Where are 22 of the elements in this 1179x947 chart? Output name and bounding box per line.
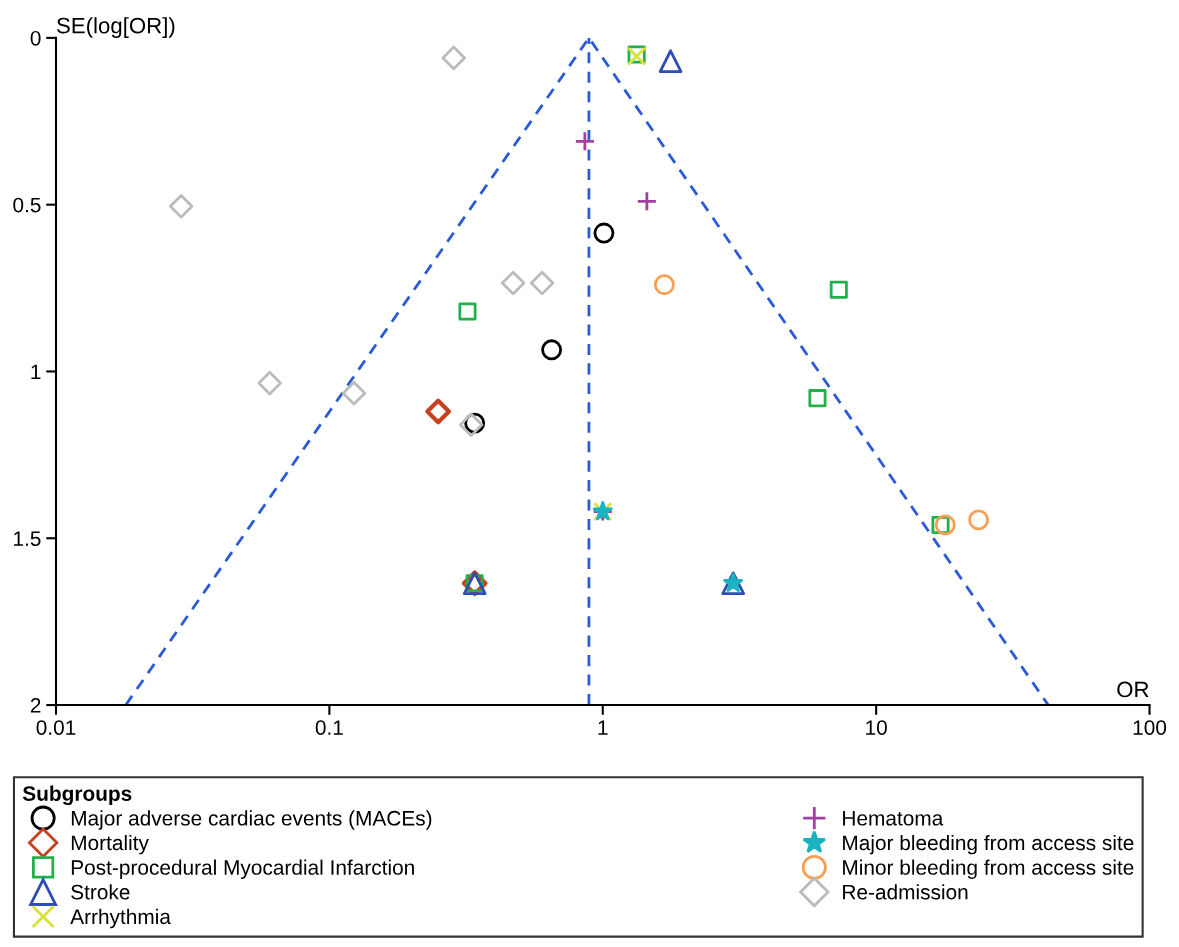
legend-label: Arrhythmia [70,908,171,929]
y-tick-label: 0 [30,30,41,46]
legend-label: Hematoma [843,811,944,826]
x-tick-label: 0.01 [36,720,76,735]
legend-label: Minor bleeding from access site [843,859,1134,879]
x-tick-label: 1 [598,720,608,735]
x-tick-label: 100 [1133,720,1167,735]
legend-label: Post-procedural Myocardial Infarction [71,859,414,879]
y-axis-title: SE(log[OR]) [57,17,175,38]
x-tick-label: 0.1 [315,720,343,735]
legend-label: Stroke [71,884,130,900]
x-axis-title: OR [1117,681,1149,698]
y-tick-label: 0.5 [13,197,41,213]
y-tick-label: 1 [31,364,41,380]
y-tick-label: 1.5 [14,531,41,546]
legend-label: Major bleeding from access site [843,834,1134,855]
legend-label: Major adverse cardiac events (MACEs) [71,810,432,830]
legend-label: Mortality [71,834,149,855]
x-tick-label: 10 [866,720,887,735]
legend-label: Re-admission [843,884,968,900]
legend-title: Subgroups [22,785,132,806]
y-tick-label: 2 [30,698,41,713]
